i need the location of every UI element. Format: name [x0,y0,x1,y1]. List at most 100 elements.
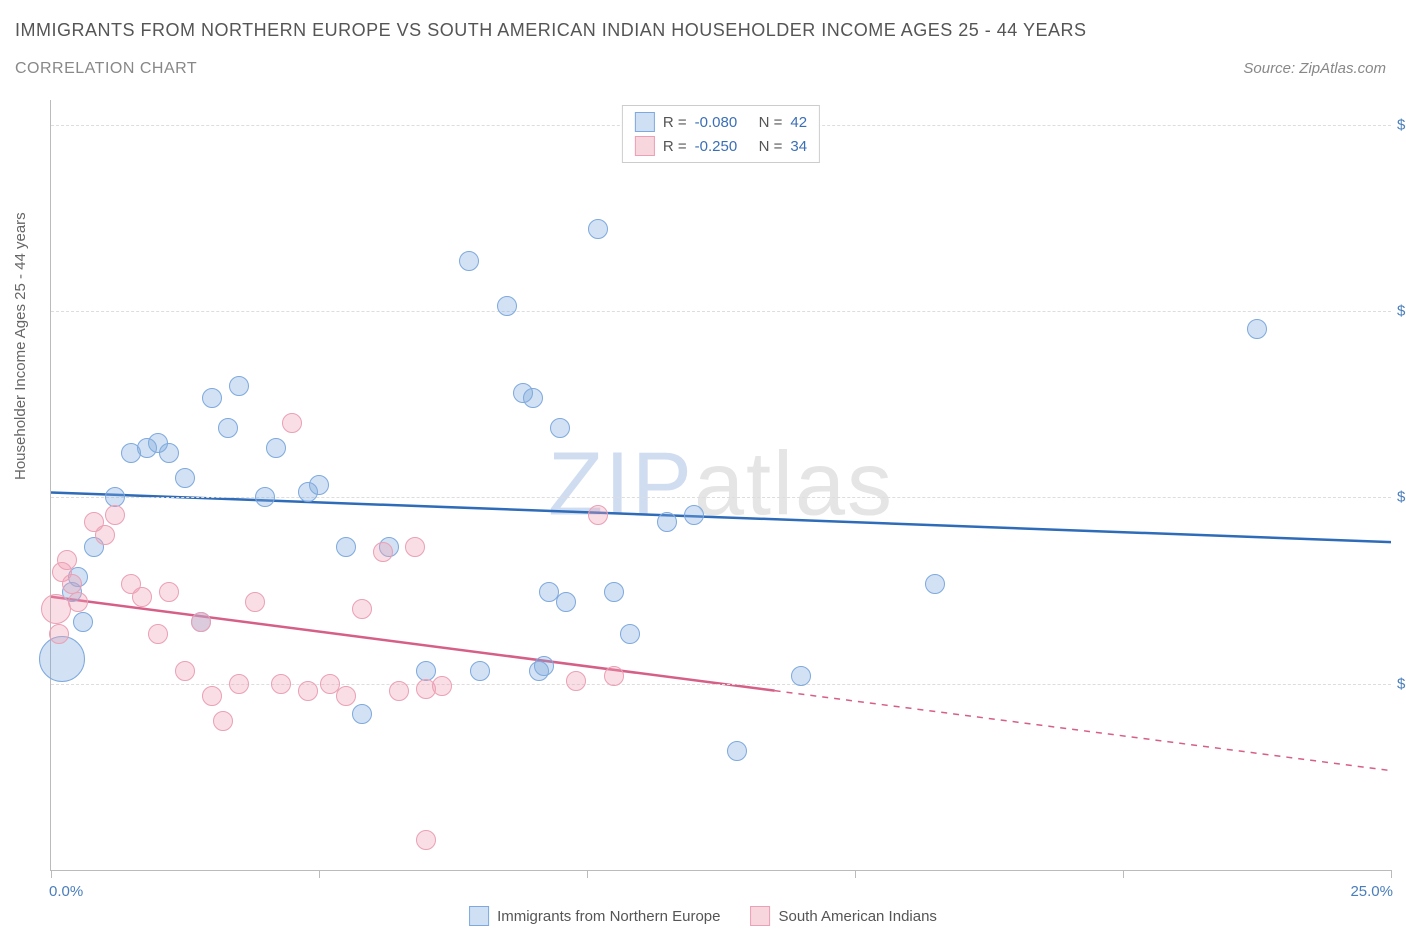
y-tick-label: $75,000 [1397,675,1406,692]
data-point-south_american [271,674,291,694]
data-point-northern_europe [604,582,624,602]
x-axis-min-label: 0.0% [49,883,83,900]
data-point-northern_europe [218,418,238,438]
data-point-south_american [191,612,211,632]
data-point-northern_europe [352,704,372,724]
series-legend: Immigrants from Northern Europe South Ame… [469,906,937,926]
data-point-northern_europe [556,592,576,612]
data-point-northern_europe [534,656,554,676]
data-point-south_american [566,671,586,691]
data-point-northern_europe [684,505,704,525]
y-tick-label: $300,000 [1397,116,1406,133]
data-point-south_american [95,525,115,545]
legend-swatch [635,136,655,156]
x-axis-max-label: 25.0% [1350,883,1393,900]
data-point-south_american [57,550,77,570]
data-point-northern_europe [925,574,945,594]
x-tick [855,870,856,878]
trend-line-northern_europe [51,492,1391,542]
data-point-south_american [132,587,152,607]
legend-swatch [469,906,489,926]
source-label: Source: [1243,60,1299,77]
data-point-south_american [405,537,425,557]
y-tick-label: $150,000 [1397,489,1406,506]
data-point-northern_europe [1247,319,1267,339]
x-tick [1123,870,1124,878]
trend-line-dashed-south_american [775,691,1391,771]
legend-row-northern_europe: R = -0.080 N = 42 [635,110,807,134]
y-tick-label: $225,000 [1397,303,1406,320]
y-axis-label: Householder Income Ages 25 - 44 years [12,212,29,480]
data-point-south_american [175,661,195,681]
correlation-legend: R = -0.080 N = 42 R = -0.250 N = 34 [622,105,820,163]
data-point-northern_europe [175,468,195,488]
legend-label: South American Indians [778,908,936,925]
data-point-northern_europe [550,418,570,438]
legend-label: Immigrants from Northern Europe [497,908,720,925]
data-point-south_american [213,711,233,731]
data-point-south_american [588,505,608,525]
legend-swatch [635,112,655,132]
data-point-northern_europe [266,438,286,458]
chart-title: IMMIGRANTS FROM NORTHERN EUROPE VS SOUTH… [15,20,1087,41]
x-tick [587,870,588,878]
data-point-northern_europe [336,537,356,557]
grid-line [51,497,1391,498]
data-point-south_american [352,599,372,619]
n-value: 34 [790,138,807,155]
data-point-south_american [432,676,452,696]
data-point-northern_europe [620,624,640,644]
data-point-northern_europe [73,612,93,632]
data-point-south_american [282,413,302,433]
data-point-south_american [68,592,88,612]
trend-lines [51,100,1391,870]
data-point-northern_europe [657,512,677,532]
r-label: R = [663,114,687,131]
chart-area: ZIPatlas R =-0.080N =42R =-0.250N =34 0.… [50,100,1390,870]
x-tick [1391,870,1392,878]
n-label: N = [759,138,783,155]
watermark-atlas: atlas [694,435,894,535]
data-point-south_american [416,830,436,850]
data-point-south_american [159,582,179,602]
data-point-south_american [148,624,168,644]
data-point-south_american [298,681,318,701]
data-point-northern_europe [309,475,329,495]
data-point-northern_europe [588,219,608,239]
data-point-south_american [389,681,409,701]
chart-container: IMMIGRANTS FROM NORTHERN EUROPE VS SOUTH… [0,0,1406,930]
legend-row-south_american: R = -0.250 N = 34 [635,134,807,158]
legend-item-south_american: South American Indians [750,906,936,926]
plot-area: ZIPatlas R =-0.080N =42R =-0.250N =34 0.… [50,100,1391,871]
data-point-northern_europe [497,296,517,316]
source-name: ZipAtlas.com [1299,60,1386,77]
data-point-south_american [49,624,69,644]
data-point-south_american [202,686,222,706]
r-value: -0.080 [695,114,751,131]
legend-item-northern_europe: Immigrants from Northern Europe [469,906,720,926]
data-point-south_american [41,594,71,624]
data-point-northern_europe [459,251,479,271]
data-point-northern_europe [791,666,811,686]
data-point-northern_europe [202,388,222,408]
data-point-northern_europe [523,388,543,408]
r-label: R = [663,138,687,155]
data-point-south_american [105,505,125,525]
x-tick [319,870,320,878]
chart-subtitle: CORRELATION CHART [15,60,197,78]
data-point-south_american [373,542,393,562]
r-value: -0.250 [695,138,751,155]
n-value: 42 [790,114,807,131]
grid-line [51,684,1391,685]
data-point-south_american [245,592,265,612]
source-attribution: Source: ZipAtlas.com [1243,60,1386,77]
data-point-south_american [604,666,624,686]
grid-line [51,311,1391,312]
data-point-northern_europe [727,741,747,761]
legend-swatch [750,906,770,926]
x-tick [51,870,52,878]
data-point-northern_europe [229,376,249,396]
data-point-northern_europe [470,661,490,681]
n-label: N = [759,114,783,131]
data-point-south_american [229,674,249,694]
